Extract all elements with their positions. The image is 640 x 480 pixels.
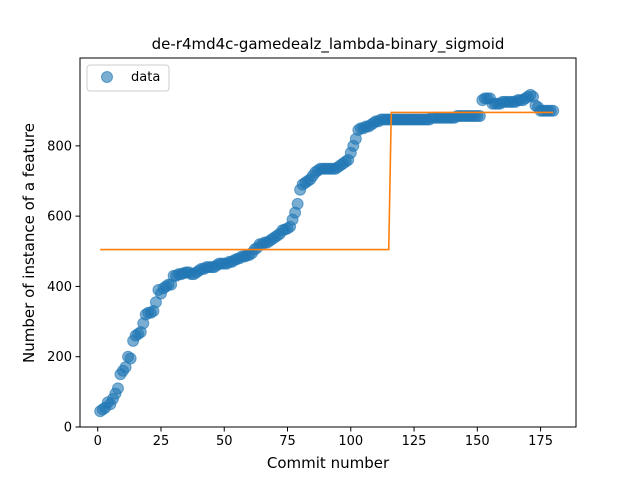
y-tick-label: 0	[64, 421, 72, 436]
y-tick-label: 400	[47, 280, 72, 295]
x-tick-label: 125	[402, 434, 427, 449]
chart-title: de-r4md4c-gamedealz_lambda-binary_sigmoi…	[152, 35, 505, 54]
legend: data	[86, 64, 170, 92]
x-axis-label: Commit number	[267, 454, 390, 472]
x-tick-label: 75	[279, 434, 296, 449]
fit-line	[100, 111, 554, 251]
plot-area	[94, 88, 560, 418]
x-tick-label: 150	[465, 434, 490, 449]
legend-label-data: data	[131, 70, 160, 85]
axes: 0 25 50 75 100 125 150 175 0 200 400 600 800	[47, 57, 577, 449]
x-tick-label: 175	[528, 434, 553, 449]
y-tick-label: 800	[47, 139, 72, 154]
x-tick-label: 0	[94, 434, 102, 449]
x-tick-label: 25	[153, 434, 170, 449]
legend-marker-data	[101, 71, 113, 83]
data-point	[124, 352, 137, 365]
x-tick-label: 50	[216, 434, 233, 449]
data-point	[291, 197, 304, 210]
y-axis-label: Number of instance of a feature	[20, 123, 38, 363]
x-tick-label: 100	[338, 434, 363, 449]
data-point	[149, 296, 162, 309]
y-tick-label: 600	[47, 210, 72, 225]
data-point	[547, 104, 560, 117]
y-tick-label: 200	[47, 350, 72, 365]
data-point	[111, 382, 124, 395]
axes-frame	[79, 57, 577, 428]
